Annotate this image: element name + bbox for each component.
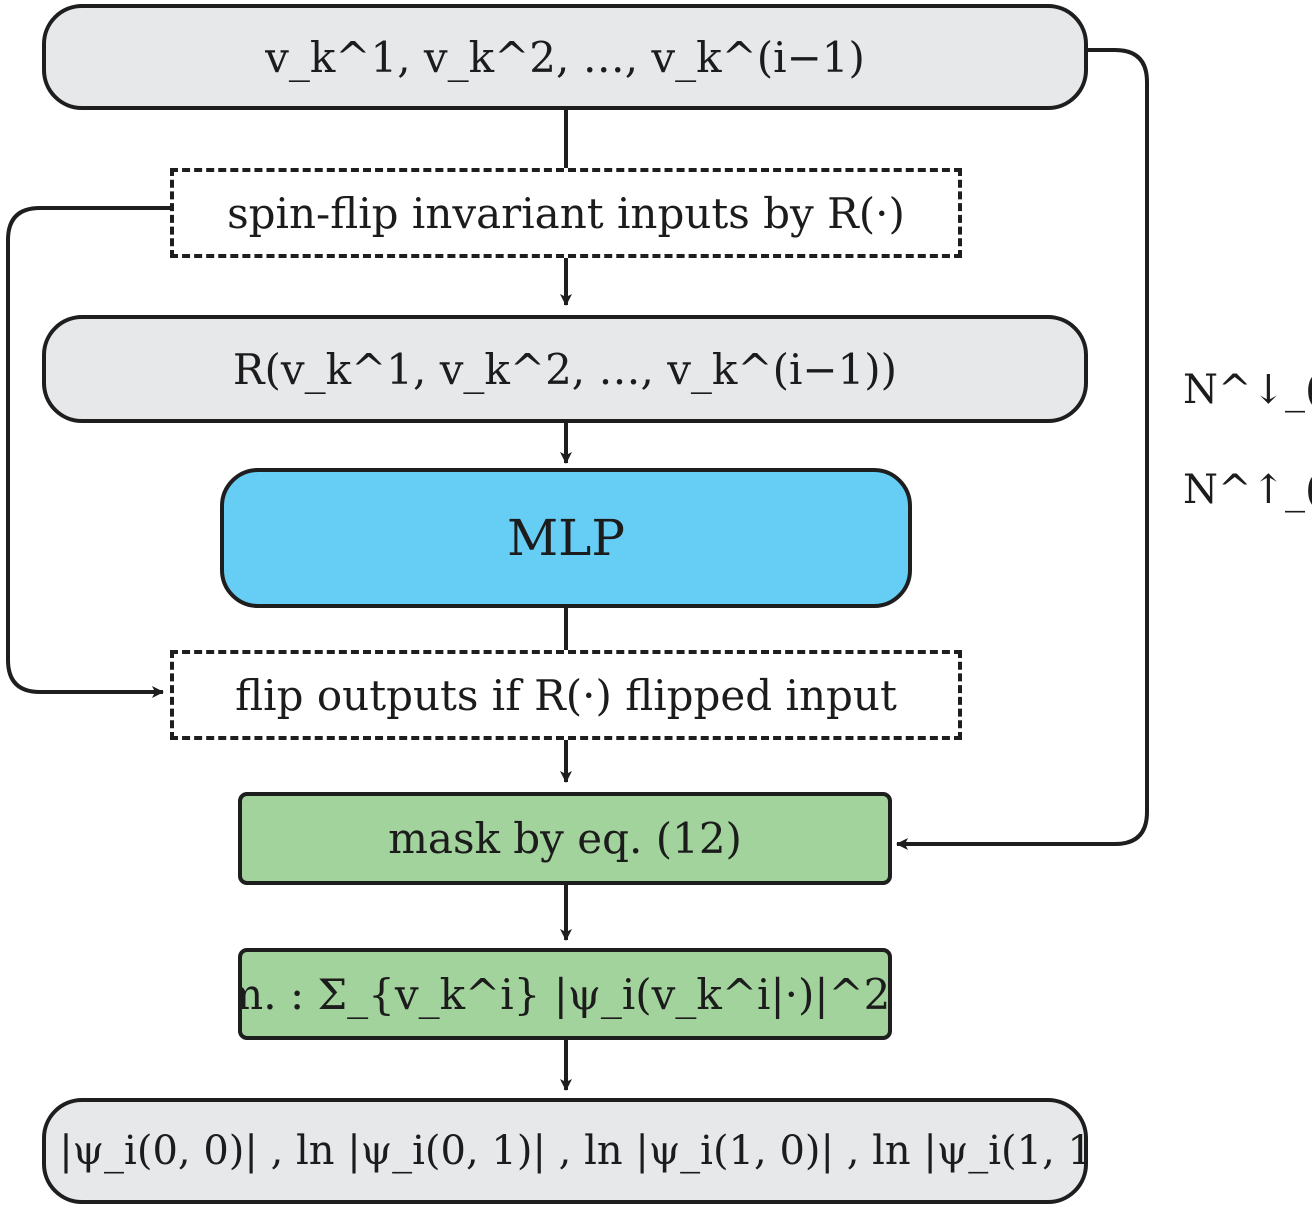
- mask-box: mask by eq. (12): [238, 792, 892, 885]
- mlp-label: MLP: [506, 509, 626, 567]
- outputs-label: ln |ψ_i(0, 0)| , ln |ψ_i(0, 1)| , ln |ψ_…: [42, 1128, 1088, 1174]
- outputs-box: ln |ψ_i(0, 0)| , ln |ψ_i(0, 1)| , ln |ψ_…: [42, 1098, 1088, 1204]
- input-spins-label: v_k^1, v_k^2, …, v_k^(i−1): [265, 32, 865, 82]
- arrow-bypass-counts: [896, 48, 1149, 850]
- norm-label: norm. : Σ_{v_k^i} |ψ_i(v_k^i|·)|^2 = 1: [242, 969, 891, 1019]
- spin-flip-box: spin-flip invariant inputs by R(·): [170, 168, 962, 258]
- invariant-input-box: R(v_k^1, v_k^2, …, v_k^(i−1)): [42, 315, 1088, 423]
- norm-box: norm. : Σ_{v_k^i} |ψ_i(v_k^i|·)|^2 = 1: [238, 948, 892, 1040]
- mask-label: mask by eq. (12): [388, 814, 742, 863]
- arrow-bypass-flip-state: [6, 206, 170, 698]
- invariant-input-label: R(v_k^1, v_k^2, …, v_k^(i−1)): [232, 344, 898, 394]
- n-up-label: N^↑_(i−1): [1183, 467, 1312, 513]
- flip-outputs-label: flip outputs if R(·) flipped input: [235, 670, 897, 720]
- n-down-label: N^↓_(i−1): [1183, 367, 1312, 413]
- flip-outputs-box: flip outputs if R(·) flipped input: [170, 650, 962, 740]
- input-spins-box: v_k^1, v_k^2, …, v_k^(i−1): [42, 4, 1088, 110]
- spin-flip-label: spin-flip invariant inputs by R(·): [227, 188, 905, 238]
- mlp-box: MLP: [220, 468, 912, 608]
